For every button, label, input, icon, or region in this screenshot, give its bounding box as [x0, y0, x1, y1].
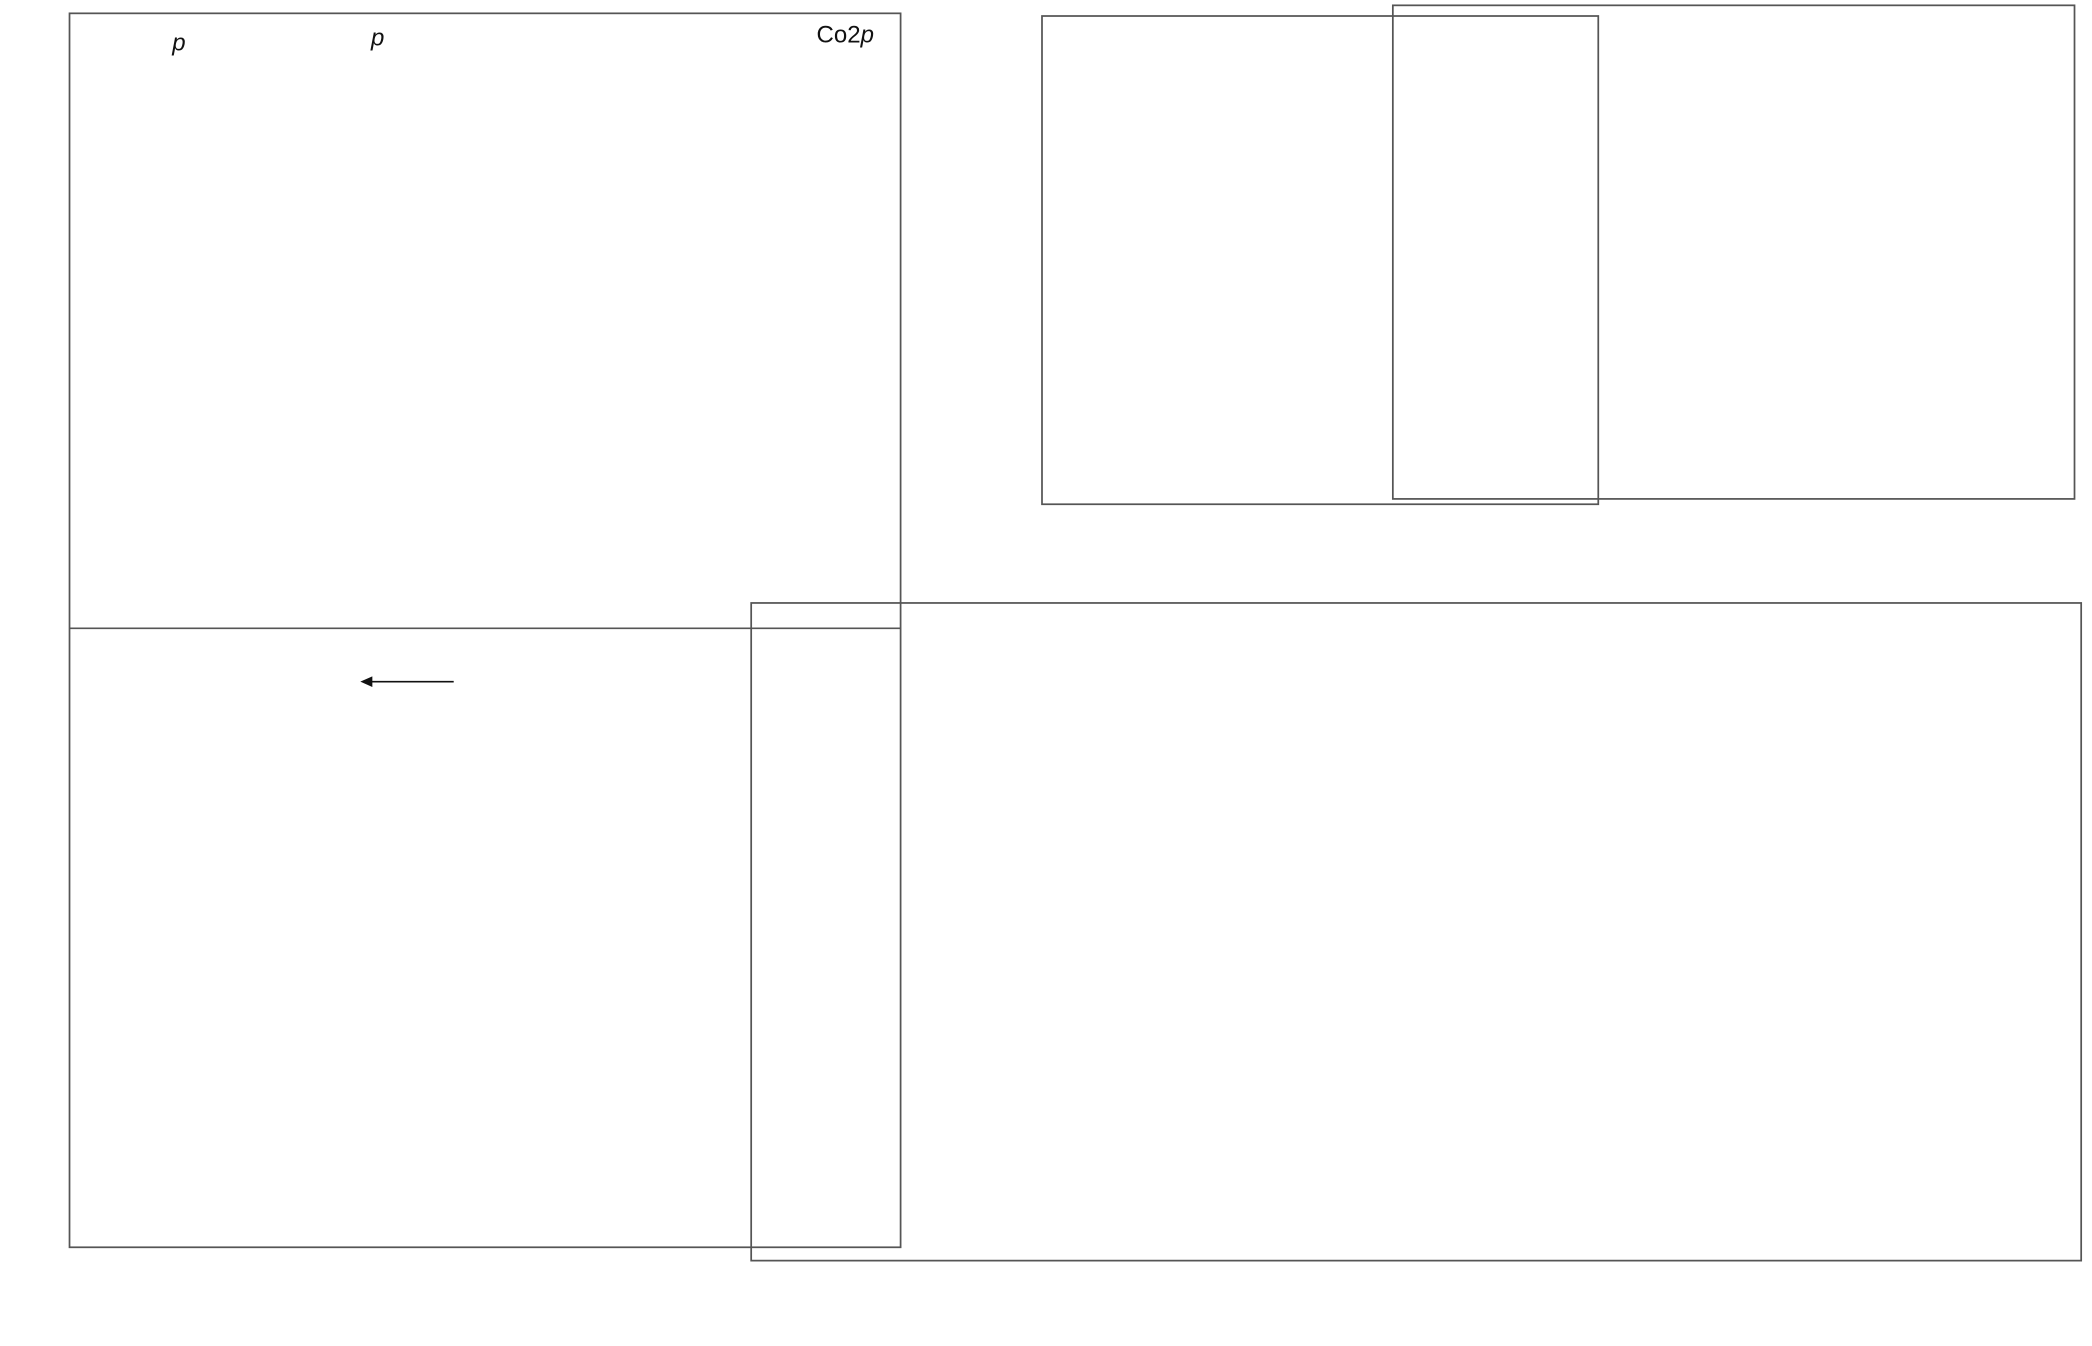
- p12-label: p: [171, 30, 185, 57]
- panel-a-frame: [68, 12, 902, 1249]
- panel-c-pdos: [1391, 4, 2076, 500]
- panel-d-energy-diagram: [750, 602, 2083, 1262]
- panel-b-scatter: [1041, 15, 1600, 506]
- panel-b-frame: [1041, 15, 1600, 506]
- panel-c-frame: [1391, 4, 2076, 500]
- shift-arrowhead-icon: [360, 676, 373, 688]
- panel-a-xps: p p Co2p: [68, 12, 902, 1249]
- region-label: Co2p: [817, 22, 874, 49]
- panel-d-frame: [750, 602, 2083, 1262]
- p32-label: p: [370, 24, 384, 51]
